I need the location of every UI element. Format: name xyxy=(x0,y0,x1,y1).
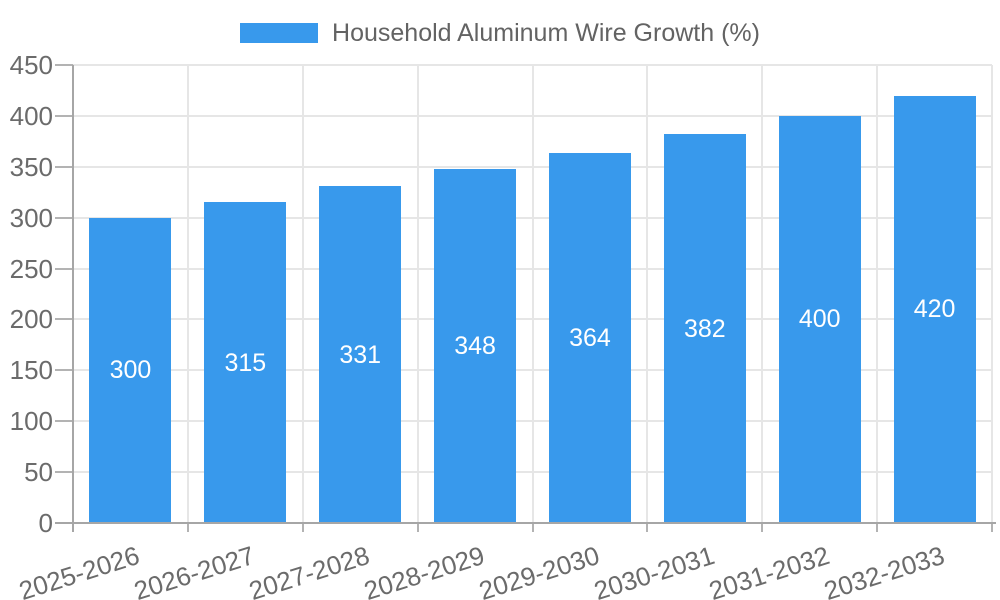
y-tick xyxy=(55,216,73,219)
y-tick-label: 450 xyxy=(9,50,53,80)
y-tick xyxy=(55,64,73,66)
y-tick-label: 150 xyxy=(9,355,53,386)
y-tick xyxy=(55,318,73,321)
bar[interactable] xyxy=(778,115,861,523)
y-tick-label: 100 xyxy=(9,406,53,437)
y-tick xyxy=(55,420,73,423)
bar-value-label: 300 xyxy=(109,356,152,385)
bar[interactable] xyxy=(319,186,402,523)
bar[interactable] xyxy=(89,217,172,523)
y-tick xyxy=(55,369,73,372)
x-grid-line xyxy=(531,65,534,523)
x-tick xyxy=(186,523,189,532)
bar[interactable] xyxy=(893,95,976,523)
x-tick xyxy=(646,523,649,532)
x-tick xyxy=(416,523,419,532)
legend[interactable]: Household Aluminum Wire Growth (%) xyxy=(0,18,1000,48)
y-tick-label: 50 xyxy=(24,457,53,488)
bar-value-label: 400 xyxy=(798,305,841,334)
bar-value-label: 348 xyxy=(454,331,496,360)
bar[interactable] xyxy=(434,168,517,523)
x-grid-line xyxy=(186,65,189,523)
x-grid-line xyxy=(761,65,764,523)
y-tick-label: 400 xyxy=(9,100,53,131)
x-tick xyxy=(991,523,993,532)
bar-value-label: 315 xyxy=(224,348,267,377)
y-tick xyxy=(55,471,73,474)
x-tick xyxy=(761,523,764,532)
x-grid-line xyxy=(301,65,304,523)
bar-value-label: 364 xyxy=(569,323,611,352)
y-tick-label: 0 xyxy=(38,508,53,538)
y-tick xyxy=(55,165,73,168)
bar[interactable] xyxy=(663,134,746,523)
y-tick-label: 300 xyxy=(9,202,53,233)
y-tick-label: 250 xyxy=(9,253,53,284)
bar-value-label: 331 xyxy=(339,340,382,369)
x-grid-line xyxy=(876,65,879,523)
y-tick-label: 350 xyxy=(9,151,53,182)
x-grid-line xyxy=(646,65,649,523)
x-tick xyxy=(876,523,879,532)
bar[interactable] xyxy=(548,152,631,523)
x-axis-line xyxy=(55,522,996,524)
y-tick xyxy=(55,114,73,117)
y-tick xyxy=(55,267,73,270)
x-grid-line xyxy=(991,65,993,523)
x-tick xyxy=(301,523,304,532)
legend-label: Household Aluminum Wire Growth (%) xyxy=(332,18,760,47)
y-axis-line xyxy=(72,65,74,532)
bar-value-label: 420 xyxy=(913,295,956,324)
x-tick xyxy=(531,523,534,532)
legend-swatch-icon xyxy=(240,23,319,43)
bar-value-label: 382 xyxy=(683,314,726,343)
x-grid-line xyxy=(416,65,419,523)
y-tick-label: 200 xyxy=(9,304,53,335)
bar[interactable] xyxy=(204,202,287,523)
